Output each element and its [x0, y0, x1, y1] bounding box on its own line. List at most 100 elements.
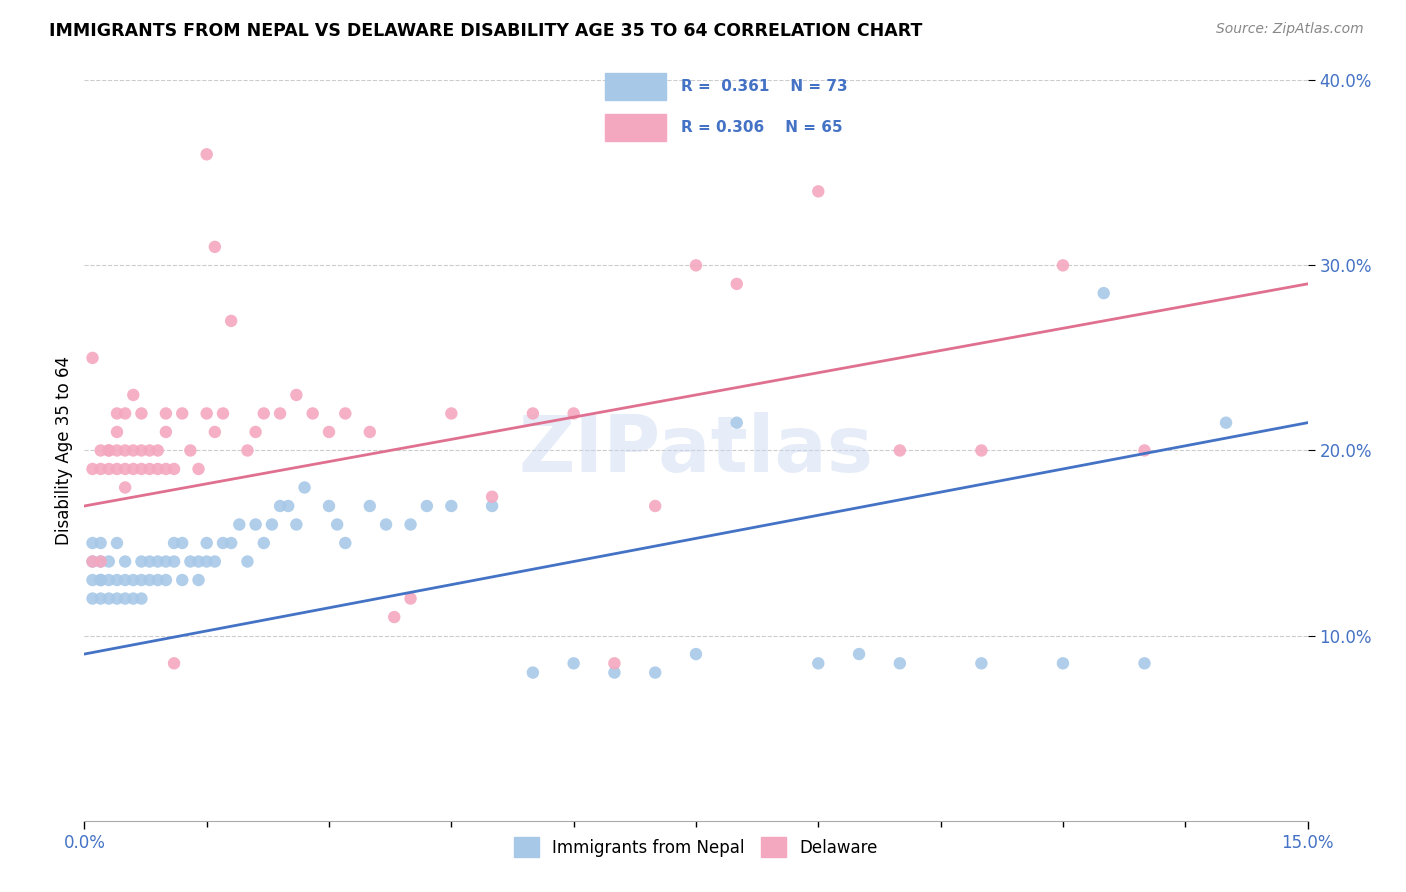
Text: R =  0.361    N = 73: R = 0.361 N = 73: [681, 79, 848, 94]
Point: [204, 240, 226, 254]
Point: [90, 462, 112, 476]
Point: [522, 407, 544, 421]
Point: [685, 259, 707, 273]
Point: [195, 536, 218, 550]
Point: [131, 407, 153, 421]
Point: [105, 536, 128, 550]
Point: [253, 536, 276, 550]
Text: Source: ZipAtlas.com: Source: ZipAtlas.com: [1216, 22, 1364, 37]
Point: [172, 536, 194, 550]
Bar: [605, 114, 666, 141]
Point: [228, 517, 250, 532]
Point: [105, 591, 128, 606]
Point: [725, 277, 748, 291]
Point: [375, 517, 398, 532]
Point: [163, 462, 186, 476]
Point: [359, 499, 381, 513]
Point: [187, 573, 209, 587]
Point: [1133, 657, 1156, 671]
Point: [440, 407, 463, 421]
Point: [163, 657, 186, 671]
Point: [294, 481, 316, 495]
Point: [105, 425, 128, 439]
Legend: Immigrants from Nepal, Delaware: Immigrants from Nepal, Delaware: [508, 830, 884, 864]
Point: [807, 657, 830, 671]
Point: [97, 443, 120, 458]
Point: [326, 517, 349, 532]
Point: [889, 657, 911, 671]
Point: [82, 462, 104, 476]
Text: IMMIGRANTS FROM NEPAL VS DELAWARE DISABILITY AGE 35 TO 64 CORRELATION CHART: IMMIGRANTS FROM NEPAL VS DELAWARE DISABI…: [49, 22, 922, 40]
Point: [725, 416, 748, 430]
Point: [131, 591, 153, 606]
Point: [122, 462, 145, 476]
Point: [114, 554, 136, 569]
Point: [285, 388, 308, 402]
Point: [82, 536, 104, 550]
Point: [644, 499, 666, 513]
Point: [335, 407, 357, 421]
Point: [359, 425, 381, 439]
Point: [889, 443, 911, 458]
Point: [155, 554, 177, 569]
Point: [155, 425, 177, 439]
Point: [212, 407, 235, 421]
Point: [1052, 657, 1074, 671]
Point: [253, 407, 276, 421]
Bar: [605, 73, 666, 100]
Point: [82, 591, 104, 606]
Point: [131, 462, 153, 476]
Point: [179, 443, 201, 458]
Point: [114, 481, 136, 495]
Point: [382, 610, 405, 624]
Point: [105, 443, 128, 458]
Point: [82, 554, 104, 569]
Point: [335, 536, 357, 550]
Point: [90, 554, 112, 569]
Text: ZIPatlas: ZIPatlas: [519, 412, 873, 489]
Point: [179, 554, 201, 569]
Point: [172, 407, 194, 421]
Point: [1133, 443, 1156, 458]
Point: [1215, 416, 1237, 430]
Point: [155, 462, 177, 476]
Point: [603, 665, 626, 680]
Point: [1052, 259, 1074, 273]
Point: [90, 443, 112, 458]
Point: [481, 499, 503, 513]
Point: [138, 573, 160, 587]
Point: [122, 388, 145, 402]
Point: [105, 573, 128, 587]
Point: [97, 591, 120, 606]
Point: [114, 462, 136, 476]
Point: [97, 462, 120, 476]
Point: [163, 536, 186, 550]
Point: [195, 407, 218, 421]
Point: [122, 573, 145, 587]
Point: [114, 591, 136, 606]
Point: [82, 573, 104, 587]
Point: [1092, 286, 1115, 301]
Point: [399, 517, 422, 532]
Point: [204, 425, 226, 439]
Point: [155, 573, 177, 587]
Point: [245, 517, 267, 532]
Point: [146, 573, 169, 587]
Point: [245, 425, 267, 439]
Point: [970, 657, 993, 671]
Point: [562, 657, 585, 671]
Point: [122, 591, 145, 606]
Point: [122, 443, 145, 458]
Point: [97, 554, 120, 569]
Point: [236, 443, 259, 458]
Point: [131, 573, 153, 587]
Point: [172, 573, 194, 587]
Point: [318, 425, 340, 439]
Point: [90, 573, 112, 587]
Point: [90, 591, 112, 606]
Point: [146, 443, 169, 458]
Point: [90, 554, 112, 569]
Y-axis label: Disability Age 35 to 64: Disability Age 35 to 64: [55, 356, 73, 545]
Point: [807, 184, 830, 198]
Point: [146, 462, 169, 476]
